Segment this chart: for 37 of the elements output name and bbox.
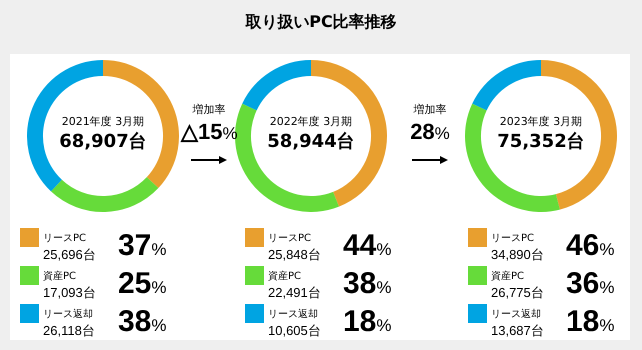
text: 増加率 (412, 102, 448, 117)
text: 10,605台 (268, 323, 321, 338)
text: 2023年度 3月期 (498, 114, 584, 129)
text: 取り扱いPC比率推移 (244, 12, 398, 33)
text: 68,907台 (58, 130, 148, 153)
text: 17,093台 (43, 285, 96, 300)
text: 25,848台 (268, 247, 321, 262)
text: 25,696台 (43, 247, 96, 262)
text: 22,491台 (268, 285, 321, 300)
text: 2021年度 3月期 (60, 114, 146, 129)
data-label: 18% (343, 305, 392, 338)
legend-label: リース返却 (43, 308, 93, 320)
text: 13,687台 (491, 323, 544, 338)
data-label: 38% (118, 305, 166, 338)
text: 34,890台 (491, 247, 544, 262)
text: 58,944台 (266, 130, 356, 153)
data-label: 37% (118, 229, 166, 262)
data-label: 46% (566, 229, 614, 262)
text: 26,118台 (43, 323, 95, 338)
text: 28% (410, 119, 450, 144)
data-label: 36% (566, 267, 614, 300)
legend-label: リース返却 (268, 308, 318, 320)
text: 26,775台 (491, 285, 544, 300)
text: 75,352台 (496, 130, 586, 153)
legend-label: リースPC (43, 232, 86, 244)
legend-label: 資産PC (268, 270, 302, 282)
legend-label: 資産PC (491, 270, 524, 282)
text: 増加率 (192, 102, 226, 117)
legend-label: リースPC (268, 232, 312, 244)
data-label: 38% (343, 267, 392, 300)
legend-label: 資産PC (43, 270, 76, 282)
legend-label: リース返却 (491, 308, 541, 320)
data-label: 25% (118, 267, 166, 300)
data-label: 44% (343, 229, 392, 262)
data-label: 18% (566, 305, 614, 338)
legend-label: リースPC (491, 232, 534, 244)
text: 2022年度 3月期 (268, 114, 354, 129)
